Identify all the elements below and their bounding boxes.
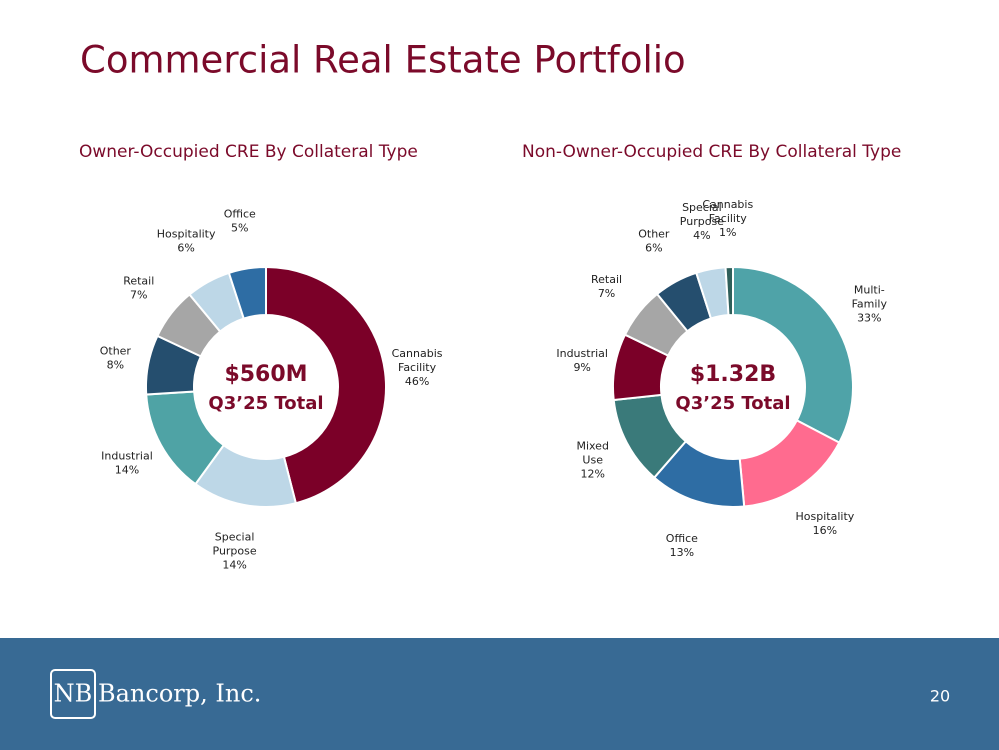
logo-box [50,669,96,719]
slice-value-label: 1% [719,226,736,239]
slice-value-label: 14% [222,559,246,572]
slide-title: Commercial Real Estate Portfolio [80,39,686,82]
center-total: $1.32B [690,362,776,387]
slice-label: Other [638,227,670,240]
slice-label: Office [666,532,698,545]
slice-value-label: 12% [580,467,604,480]
slice-value-label: 9% [573,361,590,374]
slice-value-label: 33% [857,311,881,324]
slice-value-label: 7% [130,288,147,301]
slice-label: Special Purpose [680,201,724,228]
slice-label: Hospitality [796,510,855,523]
slice-label: Hospitality [157,228,216,241]
footer-band [0,638,999,750]
center-caption: Q3’25 Total [675,393,790,414]
slice-value-label: 5% [231,221,248,234]
donut-slice [227,265,267,320]
slice-label: Retail [591,273,622,286]
slice-value-label: 6% [645,241,662,254]
chart-title: Owner-Occupied CRE By Collateral Type [79,142,418,162]
slice-value-label: 6% [177,242,194,255]
slice-label: Mixed Use [576,439,608,466]
slice-label: Office [224,207,256,220]
slice-label: Industrial [556,347,608,360]
slice-label: Cannabis Facility [392,347,443,374]
slice-label: Retail [123,274,154,287]
slice-value-label: 7% [598,287,615,300]
slice-label: Industrial [101,449,153,462]
slice-label: Cannabis Facility [702,198,753,225]
donut-slice [724,265,734,317]
slice-label: Multi-Family [852,283,888,310]
center-total: $560M [224,362,307,387]
slice-value-label: 4% [693,229,710,242]
donut-slice [265,265,387,505]
logo-mark: NB [54,680,93,708]
slice-value-label: 8% [107,358,124,371]
slice-value-label: 14% [115,463,139,476]
page-number: 20 [930,687,950,706]
slice-value-label: 16% [813,524,837,537]
slice-label: Special Purpose [213,531,257,558]
logo-text: Bancorp, Inc. [98,680,261,708]
donut-slice [732,265,854,444]
slice-value-label: 46% [405,375,429,388]
chart-title: Non-Owner-Occupied CRE By Collateral Typ… [522,142,901,162]
center-caption: Q3’25 Total [208,393,323,414]
slice-label: Other [100,344,132,357]
slice-value-label: 13% [670,546,694,559]
